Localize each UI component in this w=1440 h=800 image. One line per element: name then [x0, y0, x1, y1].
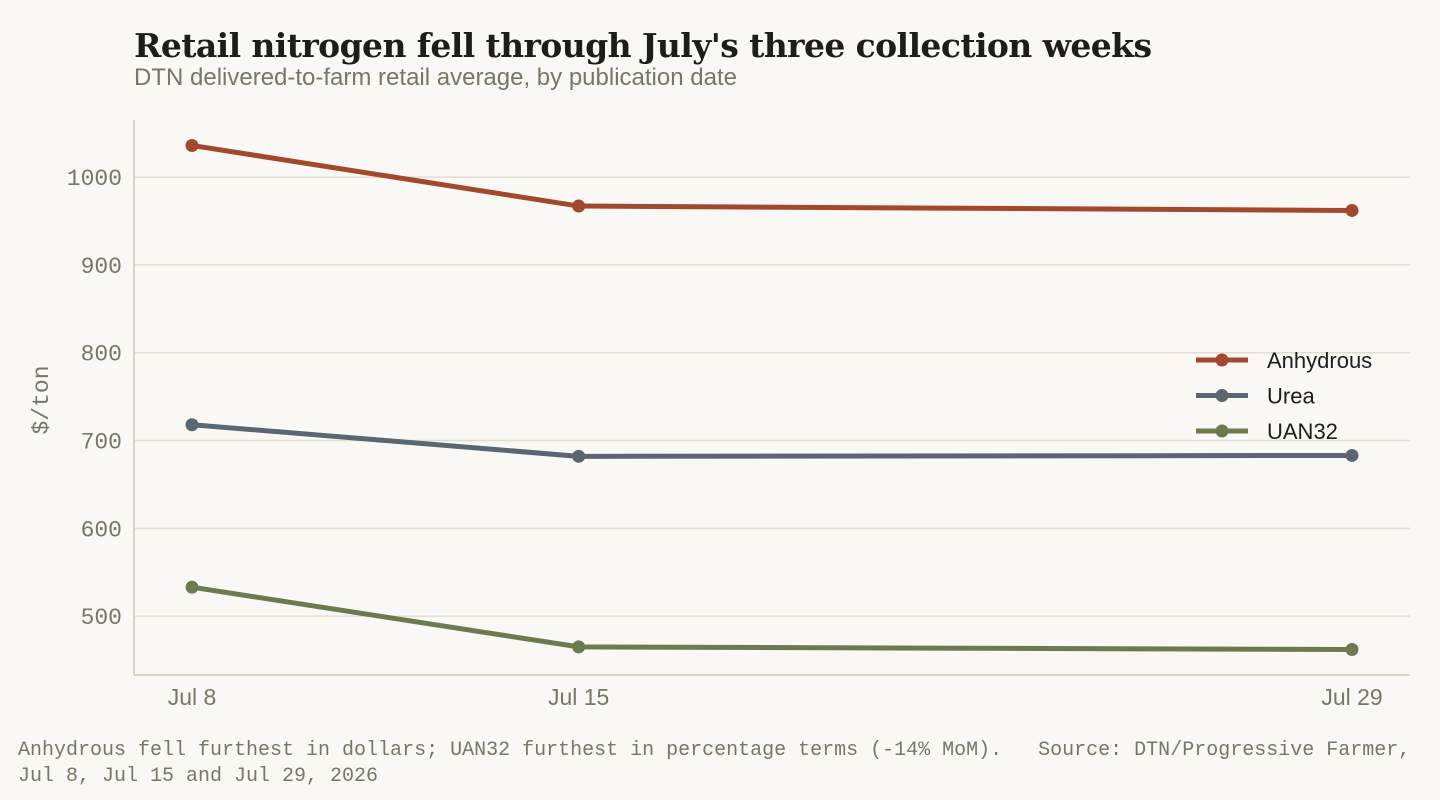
- legend-label-uan32: UAN32: [1267, 419, 1338, 444]
- y-tick-labels: 500 600 700 800 900 1000: [67, 166, 122, 631]
- x-tick-jul-29: Jul 29: [1321, 684, 1382, 710]
- data-point-urea-3: [1345, 448, 1359, 462]
- data-point-urea-2: [572, 449, 586, 463]
- data-point-uan32-2: [572, 640, 586, 654]
- legend: Anhydrous Urea UAN32: [1196, 348, 1372, 444]
- x-tick-jul-8: Jul 8: [168, 684, 217, 710]
- legend-marker-uan32: [1215, 424, 1229, 438]
- gridlines: [134, 176, 1410, 617]
- legend-marker-urea: [1215, 389, 1229, 402]
- y-axis-label: $/ton: [29, 365, 55, 434]
- data-point-anhydrous-3: [1345, 203, 1359, 217]
- legend-marker-anhydrous: [1215, 353, 1229, 367]
- y-tick-1000: 1000: [67, 166, 122, 192]
- series-line-uan32: [189, 584, 1355, 653]
- series-line-anhydrous: [189, 142, 1355, 213]
- x-tick-labels: Jul 8 Jul 15 Jul 29: [168, 684, 1383, 710]
- y-tick-800: 800: [81, 342, 122, 368]
- data-point-anhydrous-1: [185, 138, 199, 152]
- y-tick-600: 600: [81, 517, 122, 543]
- legend-label-urea: Urea: [1267, 384, 1315, 409]
- y-tick-700: 700: [81, 430, 122, 456]
- footnote: Anhydrous fell furthest in dollars; UAN3…: [18, 739, 1423, 788]
- x-tick-jul-15: Jul 15: [548, 684, 609, 710]
- data-point-uan32-3: [1345, 643, 1359, 657]
- y-tick-500: 500: [81, 605, 122, 631]
- y-tick-900: 900: [81, 254, 122, 280]
- legend-label-anhydrous: Anhydrous: [1267, 348, 1372, 373]
- data-point-uan32-1: [185, 580, 199, 594]
- chart-subtitle: DTN delivered-to-farm retail average, by…: [134, 64, 737, 91]
- series-lines: [185, 138, 1359, 657]
- chart-title: Retail nitrogen fell through July's thre…: [134, 26, 1152, 65]
- data-point-urea-1: [185, 418, 199, 432]
- data-point-anhydrous-2: [572, 199, 586, 213]
- axes: [133, 120, 1410, 676]
